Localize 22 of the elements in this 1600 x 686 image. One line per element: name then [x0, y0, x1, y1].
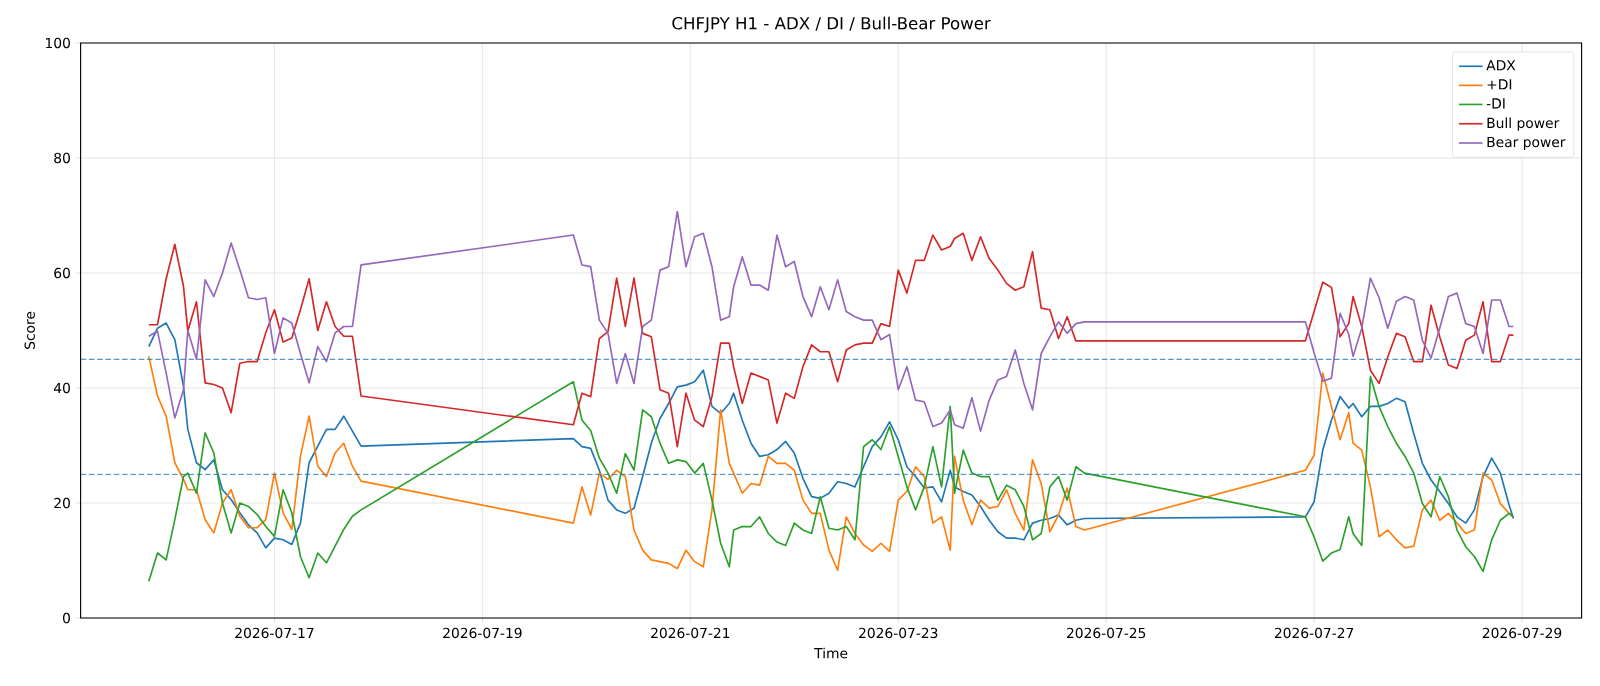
legend-label: Bear power: [1487, 136, 1566, 150]
y-axis-title: Score: [24, 311, 35, 349]
legend-label: +DI: [1487, 79, 1512, 90]
legend-label: -DI: [1486, 98, 1505, 109]
x-tick-label: 2026-07-29: [1482, 627, 1562, 639]
legend-label: Bull power: [1487, 117, 1560, 131]
x-tick-label: 2026-07-23: [859, 627, 938, 639]
y-tick-label: 20: [54, 497, 70, 509]
x-axis-title: Time: [814, 647, 848, 659]
y-tick-label: 100: [45, 37, 70, 49]
x-tick-label: 2026-07-25: [1066, 627, 1146, 639]
line-series: [148, 210, 1515, 432]
x-tick-label: 2026-07-27: [1274, 627, 1354, 639]
y-tick-label: 40: [53, 382, 70, 394]
x-tick-label: 2026-07-21: [651, 627, 730, 639]
legend-label: ADX: [1486, 60, 1516, 71]
y-tick-label: 80: [54, 152, 70, 164]
y-tick-label: 0: [62, 612, 70, 624]
x-tick-label: 2026-07-19: [443, 627, 522, 639]
chart-title: CHFJPY H1 - ADX / DI / Bull-Bear Power: [672, 16, 991, 33]
y-tick-label: 60: [54, 267, 70, 279]
x-tick-label: 2026-07-17: [235, 627, 314, 639]
